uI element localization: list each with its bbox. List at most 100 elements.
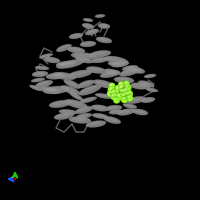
Ellipse shape xyxy=(119,68,141,76)
Ellipse shape xyxy=(93,79,115,89)
Ellipse shape xyxy=(31,86,40,90)
Ellipse shape xyxy=(123,103,137,109)
Ellipse shape xyxy=(35,80,53,88)
Ellipse shape xyxy=(71,71,87,76)
Ellipse shape xyxy=(78,114,89,117)
Circle shape xyxy=(118,84,127,92)
Ellipse shape xyxy=(71,52,97,60)
Ellipse shape xyxy=(77,80,95,88)
Ellipse shape xyxy=(77,107,89,112)
Ellipse shape xyxy=(29,85,43,91)
Ellipse shape xyxy=(60,85,80,95)
Circle shape xyxy=(118,81,125,89)
Ellipse shape xyxy=(84,19,91,21)
Circle shape xyxy=(108,86,116,94)
Ellipse shape xyxy=(49,100,71,108)
Circle shape xyxy=(124,88,127,91)
Ellipse shape xyxy=(98,23,110,29)
Ellipse shape xyxy=(111,61,129,67)
Ellipse shape xyxy=(114,77,134,83)
Ellipse shape xyxy=(54,112,74,120)
Ellipse shape xyxy=(105,117,117,122)
Ellipse shape xyxy=(95,93,113,99)
Circle shape xyxy=(126,91,129,94)
Ellipse shape xyxy=(91,51,107,55)
Ellipse shape xyxy=(87,30,96,33)
Ellipse shape xyxy=(97,94,109,97)
Ellipse shape xyxy=(63,79,81,89)
Ellipse shape xyxy=(113,62,125,65)
Ellipse shape xyxy=(62,87,76,92)
Ellipse shape xyxy=(96,37,112,43)
Ellipse shape xyxy=(107,57,123,62)
Ellipse shape xyxy=(128,97,142,101)
Ellipse shape xyxy=(119,110,131,113)
Ellipse shape xyxy=(132,109,148,115)
Ellipse shape xyxy=(46,73,66,79)
Circle shape xyxy=(126,94,133,102)
Circle shape xyxy=(119,88,128,96)
Ellipse shape xyxy=(75,57,93,63)
Circle shape xyxy=(107,90,114,97)
Ellipse shape xyxy=(96,37,112,43)
Ellipse shape xyxy=(123,103,137,109)
Ellipse shape xyxy=(67,100,83,106)
Circle shape xyxy=(121,96,128,103)
Circle shape xyxy=(121,89,124,92)
Ellipse shape xyxy=(126,96,146,104)
Ellipse shape xyxy=(129,67,141,71)
Ellipse shape xyxy=(69,116,91,124)
Circle shape xyxy=(122,93,125,96)
Circle shape xyxy=(14,178,16,180)
Ellipse shape xyxy=(83,18,93,22)
Circle shape xyxy=(125,85,128,88)
Ellipse shape xyxy=(40,86,60,94)
Ellipse shape xyxy=(103,116,121,124)
Ellipse shape xyxy=(96,15,103,17)
Ellipse shape xyxy=(130,83,150,89)
Ellipse shape xyxy=(32,78,42,81)
Ellipse shape xyxy=(103,116,121,124)
Ellipse shape xyxy=(56,61,76,67)
Ellipse shape xyxy=(80,41,96,47)
Ellipse shape xyxy=(54,73,71,77)
Ellipse shape xyxy=(116,86,132,94)
Ellipse shape xyxy=(56,59,84,69)
Ellipse shape xyxy=(141,97,155,103)
Ellipse shape xyxy=(67,47,85,53)
Ellipse shape xyxy=(31,78,45,82)
Ellipse shape xyxy=(91,57,109,63)
Ellipse shape xyxy=(31,78,45,82)
Ellipse shape xyxy=(56,113,70,117)
Ellipse shape xyxy=(59,109,77,115)
Ellipse shape xyxy=(58,62,72,65)
Ellipse shape xyxy=(35,66,49,70)
Ellipse shape xyxy=(46,87,64,91)
Circle shape xyxy=(109,83,115,89)
Circle shape xyxy=(111,89,119,97)
Circle shape xyxy=(110,93,118,100)
Ellipse shape xyxy=(46,72,66,80)
Ellipse shape xyxy=(35,80,53,88)
Ellipse shape xyxy=(44,57,60,63)
Ellipse shape xyxy=(95,81,110,86)
Circle shape xyxy=(123,87,131,95)
Ellipse shape xyxy=(124,66,135,69)
Ellipse shape xyxy=(98,38,109,41)
Ellipse shape xyxy=(44,57,60,63)
Ellipse shape xyxy=(112,96,128,100)
Ellipse shape xyxy=(91,104,109,112)
Ellipse shape xyxy=(126,96,146,104)
Circle shape xyxy=(110,84,112,86)
Ellipse shape xyxy=(106,105,122,111)
Ellipse shape xyxy=(83,18,93,22)
Ellipse shape xyxy=(68,70,92,78)
Ellipse shape xyxy=(108,61,124,67)
Ellipse shape xyxy=(69,33,83,39)
Ellipse shape xyxy=(75,57,93,63)
Circle shape xyxy=(123,81,130,87)
Ellipse shape xyxy=(79,97,97,103)
Ellipse shape xyxy=(114,96,125,99)
Ellipse shape xyxy=(49,100,71,108)
Ellipse shape xyxy=(111,60,129,68)
